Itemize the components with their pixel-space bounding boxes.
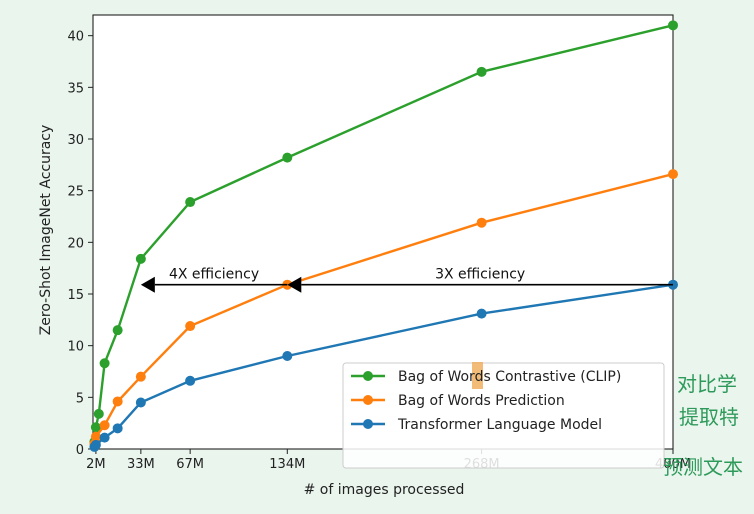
arrowhead-4x bbox=[140, 276, 155, 293]
data-point bbox=[476, 308, 487, 319]
data-point bbox=[185, 375, 196, 386]
annotation-3x-efficiency: 3X efficiency bbox=[435, 267, 525, 283]
overlay-line-3: 预测文本 bbox=[663, 455, 743, 479]
y-tick-label: 5 bbox=[76, 391, 84, 406]
highlight-mark bbox=[472, 362, 483, 389]
data-point bbox=[90, 422, 101, 433]
x-tick-label: 2M bbox=[86, 457, 106, 472]
y-tick-label: 30 bbox=[67, 133, 84, 148]
data-point bbox=[112, 396, 123, 407]
y-tick-label: 20 bbox=[67, 236, 84, 251]
data-point bbox=[668, 20, 678, 31]
legend: Bag of Words Contrastive (CLIP) Bag of W… bbox=[342, 362, 665, 469]
data-point bbox=[112, 423, 123, 434]
legend-label-clip: Bag of Words Contrastive (CLIP) bbox=[398, 369, 621, 385]
series-line bbox=[93, 24, 674, 442]
y-tick-label: 35 bbox=[67, 81, 84, 96]
legend-label-bow-prediction: Bag of Words Prediction bbox=[398, 393, 565, 409]
y-axis-title: Zero-Shot ImageNet Accuracy bbox=[38, 125, 54, 336]
data-point bbox=[185, 321, 196, 332]
x-tick-label: 67M bbox=[176, 457, 204, 472]
data-point bbox=[135, 371, 146, 382]
data-point bbox=[99, 420, 110, 431]
overlay-text: 对比学 提取特 预测文本 bbox=[663, 372, 743, 479]
legend-marker-transformer bbox=[363, 419, 373, 429]
overlay-line-2: 提取特 bbox=[679, 405, 739, 429]
data-point bbox=[90, 439, 101, 450]
y-tick-label: 10 bbox=[67, 340, 84, 355]
data-point bbox=[93, 408, 104, 419]
data-point bbox=[112, 325, 123, 336]
data-point bbox=[185, 197, 196, 208]
legend-label-transformer: Transformer Language Model bbox=[397, 417, 602, 433]
data-point bbox=[476, 217, 487, 228]
data-point bbox=[135, 253, 146, 264]
overlay-line-1: 对比学 bbox=[677, 372, 737, 396]
data-point bbox=[90, 431, 101, 442]
annotations: 4X efficiency 3X efficiency bbox=[140, 267, 673, 293]
series-0 bbox=[89, 20, 678, 447]
annotation-4x-efficiency: 4X efficiency bbox=[169, 267, 259, 283]
data-point bbox=[99, 358, 110, 369]
x-axis-title: # of images processed bbox=[304, 482, 465, 498]
data-point bbox=[282, 351, 293, 361]
data-point bbox=[668, 169, 678, 180]
y-tick-label: 15 bbox=[67, 288, 84, 303]
legend-marker-clip bbox=[363, 371, 373, 381]
series-2 bbox=[89, 279, 678, 452]
y-tick-label: 40 bbox=[67, 30, 84, 45]
y-tick-label: 0 bbox=[76, 443, 84, 458]
y-tick-label: 25 bbox=[67, 185, 84, 200]
data-point bbox=[282, 152, 293, 163]
arrowhead-3x bbox=[287, 276, 302, 293]
data-point bbox=[99, 432, 110, 443]
x-tick-label: 134M bbox=[269, 457, 305, 472]
data-point bbox=[476, 66, 487, 77]
data-marks bbox=[89, 20, 678, 452]
legend-marker-bow-prediction bbox=[363, 395, 373, 405]
x-tick-label: 33M bbox=[127, 457, 155, 472]
data-point bbox=[135, 397, 146, 408]
